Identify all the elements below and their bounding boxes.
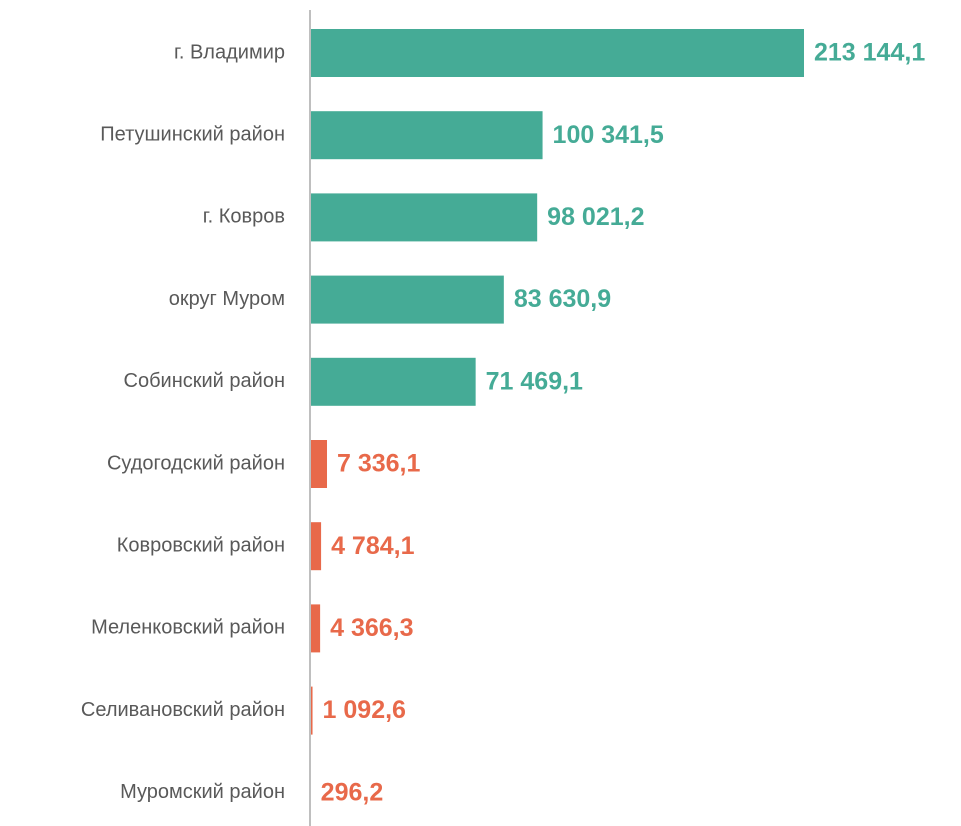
value-label: 4 784,1	[331, 532, 415, 560]
value-label: 4 366,3	[330, 614, 413, 642]
category-label: Ковровский район	[117, 534, 285, 556]
category-label: Судогодский район	[107, 452, 285, 474]
category-label: округ Муром	[169, 288, 285, 310]
bar	[310, 111, 543, 160]
bar	[310, 193, 538, 242]
bar	[310, 440, 328, 488]
value-label: 296,2	[321, 778, 384, 806]
category-label: Собинский район	[124, 370, 285, 392]
category-label: Муромский район	[120, 781, 285, 803]
value-label: 213 144,1	[814, 39, 925, 67]
value-label: 71 469,1	[486, 367, 583, 395]
value-label: 83 630,9	[514, 285, 611, 313]
category-label: Меленковский район	[91, 617, 285, 639]
category-label: Селивановский район	[81, 699, 285, 721]
value-label: 98 021,2	[547, 203, 644, 231]
bar	[310, 29, 804, 77]
value-label: 100 341,5	[553, 121, 664, 149]
value-label: 1 092,6	[323, 696, 406, 724]
bar	[310, 357, 476, 406]
bar	[310, 275, 504, 324]
category-label: Петушинский район	[100, 123, 285, 145]
bar	[310, 604, 321, 653]
value-label: 7 336,1	[337, 450, 421, 478]
bar	[310, 522, 322, 571]
bar	[310, 686, 313, 735]
category-label: г. Владимир	[174, 41, 285, 63]
category-label: г. Ковров	[203, 206, 285, 228]
